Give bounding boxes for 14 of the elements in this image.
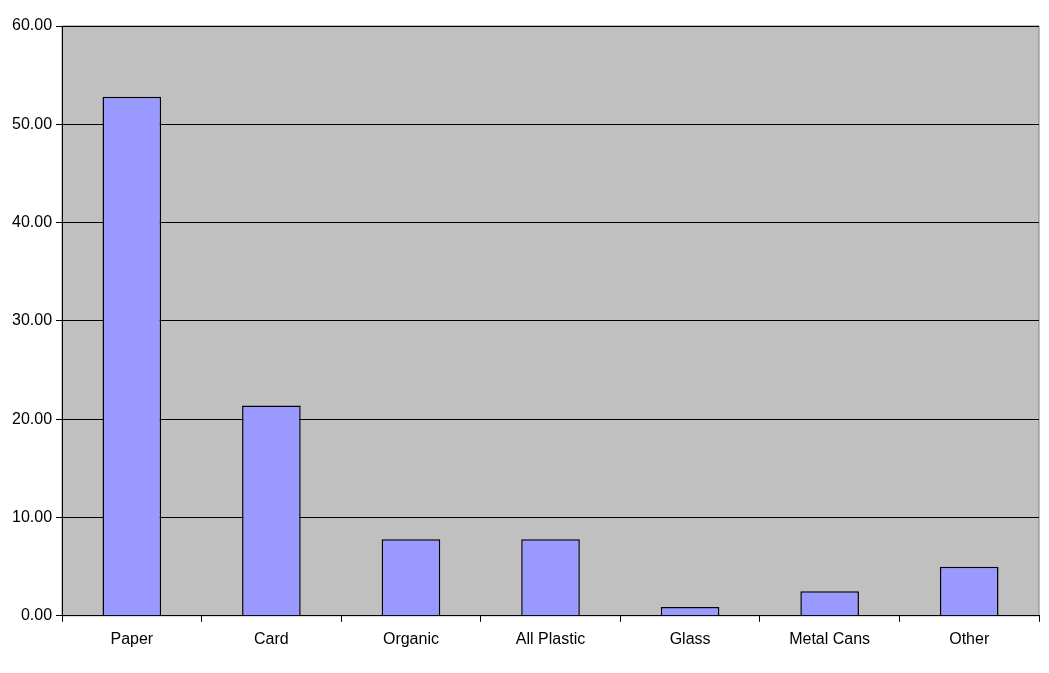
x-tick-label: Glass	[669, 629, 711, 647]
y-tick-label: 40.00	[11, 213, 53, 231]
x-tick-label: Organic	[382, 629, 439, 647]
x-tick-label: Card	[254, 629, 289, 647]
y-tick-label: 50.00	[11, 114, 53, 132]
x-tick-label: Paper	[110, 629, 154, 647]
y-tick-label: 0.00	[20, 606, 53, 624]
y-tick-label: 30.00	[11, 311, 53, 329]
x-tick-label: Metal Cans	[789, 629, 871, 647]
x-tick-label: All Plastic	[515, 629, 586, 647]
y-tick-label: 10.00	[11, 507, 53, 525]
y-tick-label: 20.00	[11, 409, 53, 427]
y-tick-label: 60.00	[11, 16, 53, 34]
x-tick-label: Other	[949, 629, 990, 647]
